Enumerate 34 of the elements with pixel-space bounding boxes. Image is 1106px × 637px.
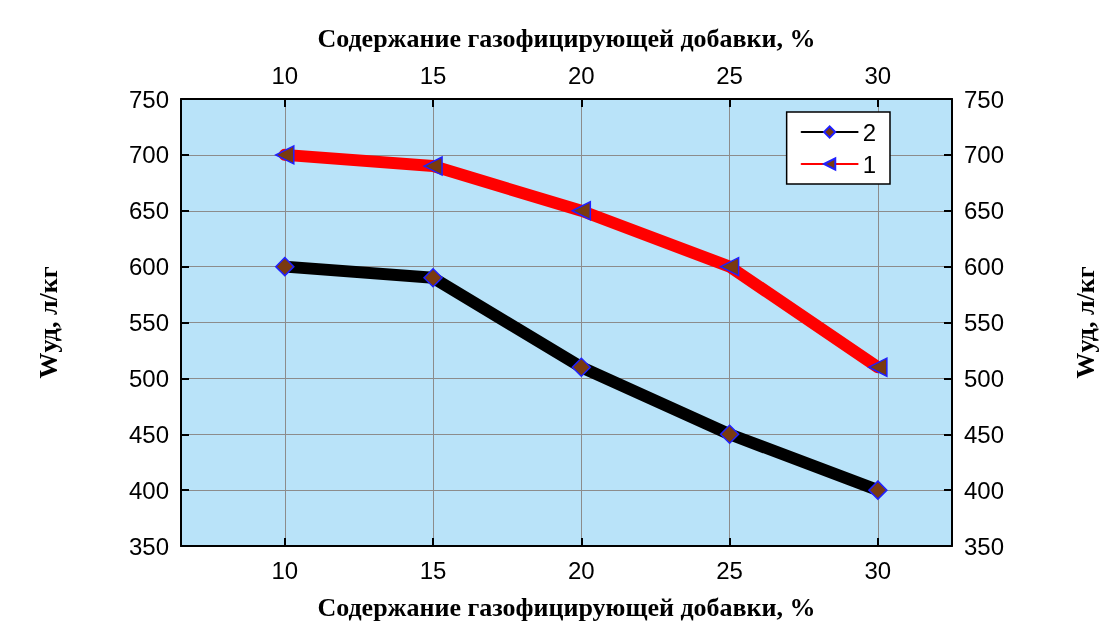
y-tick-label: 600 — [128, 253, 169, 281]
x2-tick-label: 25 — [716, 61, 743, 89]
y2-tick-label: 350 — [964, 532, 1005, 560]
x2-tick-label: 30 — [864, 61, 892, 89]
y-tick-label: 450 — [128, 420, 169, 448]
x2-tick-label: 20 — [567, 61, 595, 89]
y-tick-label: 350 — [128, 532, 169, 560]
x2-tick-label: 15 — [419, 61, 447, 89]
x-tick-label: 20 — [567, 556, 595, 584]
y-tick-label: 550 — [128, 309, 169, 336]
y2-tick-label: 450 — [964, 420, 1005, 448]
y2-tick-label: 650 — [964, 197, 1005, 225]
x-tick-label: 10 — [271, 556, 299, 584]
y-tick-label: 700 — [128, 141, 169, 169]
y2-tick-label: 550 — [964, 309, 1005, 336]
x-tick-label: 25 — [716, 556, 743, 584]
y-tick-label: 400 — [128, 476, 169, 504]
y-tick-label: 650 — [128, 197, 169, 225]
x-tick-label: 15 — [419, 556, 447, 584]
y-tick-label: 500 — [128, 364, 169, 392]
y-axis-title: Wуд, л/кг — [33, 266, 63, 379]
y2-tick-label: 400 — [964, 476, 1005, 504]
y2-tick-label: 700 — [964, 141, 1005, 169]
y2-tick-label: 750 — [964, 85, 1005, 113]
y2-axis-title: Wуд, л/кг — [1070, 266, 1100, 379]
x2-axis-title: Содержание газофицирующей добавки, % — [317, 23, 816, 53]
x2-tick-label: 10 — [271, 61, 299, 89]
y-tick-label: 750 — [128, 85, 169, 113]
legend-label: 1 — [862, 150, 877, 178]
y2-tick-label: 600 — [964, 253, 1005, 281]
legend-label: 2 — [862, 118, 877, 146]
x-tick-label: 30 — [864, 556, 892, 584]
y2-tick-label: 500 — [964, 364, 1005, 392]
x-axis-title: Содержание газофицирующей добавки, % — [317, 592, 816, 622]
